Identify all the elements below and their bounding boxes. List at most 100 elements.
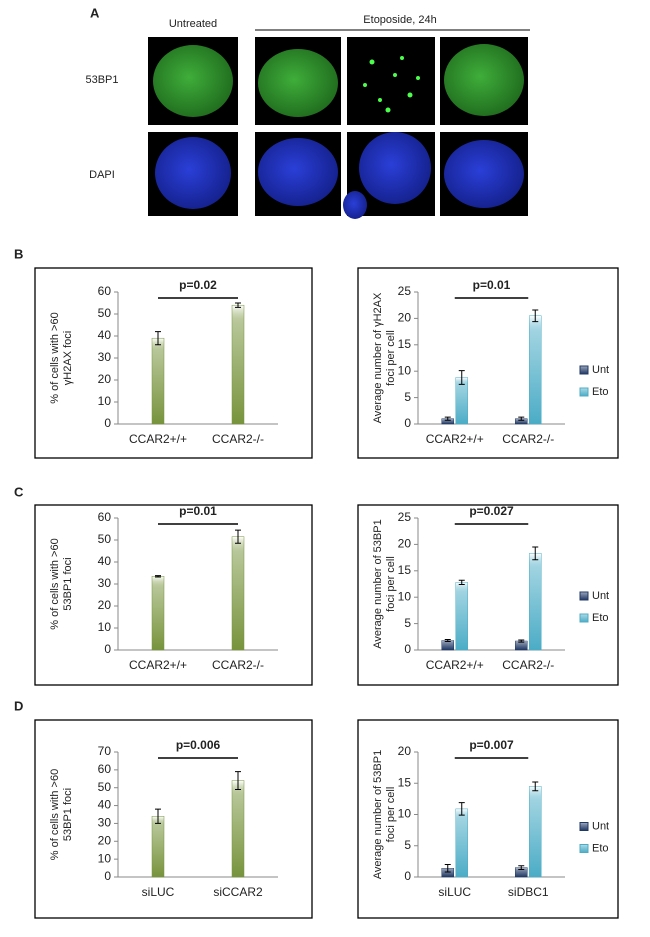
legend-label: Unt bbox=[592, 364, 609, 376]
error-bar bbox=[532, 309, 539, 323]
y-tick-label: 30 bbox=[98, 576, 112, 590]
y-tick-label: 10 bbox=[398, 589, 412, 603]
legend-swatch bbox=[579, 613, 589, 623]
y-tick-label: 40 bbox=[98, 798, 112, 812]
chart-frame bbox=[34, 719, 313, 919]
y-axis-label: 53BP1 foci bbox=[62, 788, 74, 841]
x-tick-label: CCAR2+/+ bbox=[129, 432, 187, 446]
y-tick-label: 70 bbox=[98, 744, 112, 758]
y-tick-label: 50 bbox=[98, 532, 112, 546]
legend-label: Unt bbox=[592, 820, 609, 832]
error-bar bbox=[518, 639, 525, 643]
y-axis-label: % of cells with >60 bbox=[49, 538, 61, 629]
error-bar bbox=[235, 529, 241, 544]
x-tick-label: CCAR2-/- bbox=[502, 432, 554, 446]
y-tick-label: 15 bbox=[398, 563, 412, 577]
error-bar bbox=[532, 781, 539, 792]
legend-label: Eto bbox=[592, 612, 609, 624]
y-tick-label: 20 bbox=[398, 311, 412, 325]
panel-label: C bbox=[14, 484, 24, 499]
chart-frame bbox=[357, 267, 619, 459]
error-bar bbox=[532, 546, 539, 561]
bar bbox=[455, 808, 468, 878]
bar bbox=[529, 553, 542, 651]
y-tick-label: 60 bbox=[98, 762, 112, 776]
legend-swatch bbox=[579, 844, 589, 853]
error-bar bbox=[518, 865, 525, 870]
y-tick-label: 0 bbox=[104, 642, 111, 656]
y-axis-label: γH2AX foci bbox=[62, 331, 74, 385]
bar bbox=[455, 582, 468, 651]
error-bar bbox=[444, 864, 451, 873]
bar bbox=[231, 536, 245, 651]
y-tick-label: 20 bbox=[98, 372, 112, 386]
error-bar bbox=[235, 771, 241, 790]
y-tick-label: 5 bbox=[404, 390, 411, 404]
x-tick-label: siCCAR2 bbox=[213, 885, 263, 899]
error-bar bbox=[458, 579, 465, 586]
chart-frame bbox=[34, 267, 313, 459]
y-tick-label: 0 bbox=[404, 642, 411, 656]
y-tick-label: 20 bbox=[98, 598, 112, 612]
column-label: Etoposide, 24h bbox=[363, 14, 436, 26]
y-tick-label: 60 bbox=[98, 510, 112, 524]
error-bar bbox=[458, 370, 465, 385]
y-tick-label: 0 bbox=[404, 416, 411, 430]
y-axis-label: % of cells with >60 bbox=[49, 312, 61, 403]
row-label: 53BP1 bbox=[85, 74, 118, 86]
y-tick-label: 0 bbox=[404, 869, 411, 883]
y-tick-label: 10 bbox=[98, 851, 112, 865]
legend-label: Eto bbox=[592, 842, 609, 854]
bar bbox=[231, 780, 245, 878]
x-tick-label: CCAR2+/+ bbox=[426, 432, 484, 446]
annotation: p=0.02 bbox=[179, 278, 217, 292]
error-bar bbox=[155, 575, 161, 578]
error-bar bbox=[458, 802, 465, 816]
y-axis-label: Average number of γH2AX bbox=[372, 292, 384, 423]
error-bar bbox=[444, 638, 451, 643]
micrographs bbox=[148, 37, 528, 219]
y-axis-label: 53BP1 foci bbox=[62, 557, 74, 610]
y-axis-label: Average number of 53BP1 bbox=[372, 750, 384, 879]
y-tick-label: 25 bbox=[398, 284, 412, 298]
legend-label: Eto bbox=[592, 386, 609, 398]
chart-frame bbox=[34, 504, 313, 686]
legend-swatch bbox=[579, 822, 589, 831]
y-axis-label: % of cells with >60 bbox=[49, 769, 61, 860]
legend-swatch bbox=[579, 365, 589, 375]
x-tick-label: CCAR2-/- bbox=[502, 658, 554, 672]
legend-swatch bbox=[579, 591, 589, 601]
y-tick-label: 15 bbox=[398, 775, 412, 789]
chart-frame bbox=[357, 504, 619, 686]
y-tick-label: 15 bbox=[398, 337, 412, 351]
y-tick-label: 30 bbox=[98, 816, 112, 830]
error-bar bbox=[235, 302, 241, 308]
y-tick-label: 60 bbox=[98, 284, 112, 298]
annotation: p=0.007 bbox=[469, 738, 514, 752]
y-tick-label: 0 bbox=[104, 416, 111, 430]
annotation: p=0.027 bbox=[469, 504, 514, 518]
y-axis-label: Average number of 53BP1 bbox=[372, 519, 384, 648]
bar bbox=[151, 576, 165, 651]
y-tick-label: 20 bbox=[98, 833, 112, 847]
legend-label: Unt bbox=[592, 590, 609, 602]
y-tick-label: 10 bbox=[98, 620, 112, 634]
y-axis-label: foci per cell bbox=[385, 556, 397, 612]
annotation: p=0.01 bbox=[473, 278, 511, 292]
row-label: DAPI bbox=[89, 169, 115, 181]
error-bar bbox=[155, 808, 161, 824]
y-tick-label: 25 bbox=[398, 510, 412, 524]
y-tick-label: 10 bbox=[98, 394, 112, 408]
y-tick-label: 5 bbox=[404, 838, 411, 852]
annotation: p=0.01 bbox=[179, 504, 217, 518]
error-bar bbox=[518, 416, 525, 421]
x-tick-label: CCAR2+/+ bbox=[129, 658, 187, 672]
bar bbox=[529, 786, 542, 878]
bar bbox=[151, 337, 165, 425]
error-bar bbox=[444, 416, 451, 421]
x-tick-label: CCAR2-/- bbox=[212, 658, 264, 672]
x-tick-label: siLUC bbox=[438, 885, 471, 899]
bar bbox=[151, 816, 165, 878]
y-tick-label: 40 bbox=[98, 554, 112, 568]
chart-frame bbox=[357, 719, 619, 919]
